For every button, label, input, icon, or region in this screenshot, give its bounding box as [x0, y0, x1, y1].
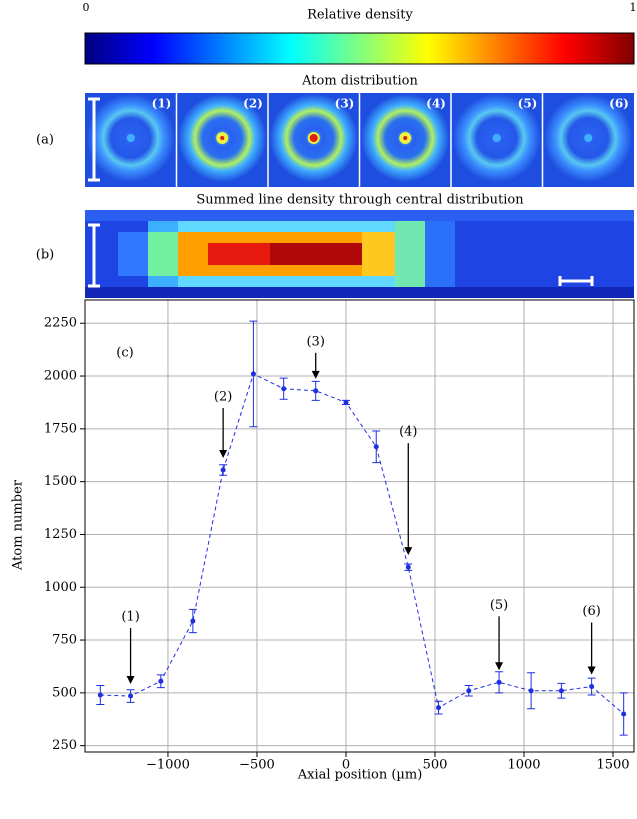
colorbar-max: 1	[630, 1, 637, 14]
annotation: (2)	[214, 390, 232, 405]
panel-c-label: (c)	[116, 346, 133, 361]
point	[528, 688, 534, 694]
y-axis-label: Atom number	[11, 479, 26, 571]
annotation: (1)	[121, 610, 139, 625]
y-tick-label: 2250	[44, 316, 77, 331]
point	[343, 399, 349, 405]
y-tick-label: 750	[52, 633, 77, 648]
line-density-image	[85, 210, 634, 298]
arrow-head	[495, 662, 504, 671]
x-tick-label: 1500	[596, 758, 629, 773]
core	[126, 134, 135, 142]
colorbar	[84, 32, 635, 65]
annotation: (3)	[306, 334, 324, 349]
x-tick-label: −1000	[146, 758, 190, 773]
annotation: (6)	[582, 604, 600, 619]
x-tick-label: 0	[342, 758, 350, 773]
point	[558, 688, 564, 694]
scale-bar	[88, 97, 100, 182]
colorbar-min: 0	[83, 1, 90, 14]
y-tick-label: 1250	[44, 527, 77, 542]
point	[220, 467, 226, 473]
core	[403, 136, 408, 140]
point	[250, 371, 256, 377]
y-tick-label: 2000	[44, 369, 77, 384]
panel-b-title: Summed line density through central dist…	[196, 193, 524, 208]
y-tick-label: 250	[52, 738, 77, 753]
x-tick-label: 500	[423, 758, 448, 773]
point	[190, 618, 196, 624]
point	[373, 444, 379, 450]
plot: −1000 −500 0 500 1000 1500 250 500 750 1000 1250 15…	[44, 299, 635, 773]
annotation: (4)	[399, 425, 417, 440]
point	[436, 705, 442, 711]
panel-b-label: (b)	[36, 248, 54, 263]
data-line	[100, 373, 625, 715]
core	[584, 134, 593, 142]
y-tick-label: 500	[52, 685, 77, 700]
x-axis-label: Axial position (µm)	[297, 768, 423, 783]
point	[496, 679, 502, 685]
core	[220, 136, 225, 140]
point	[405, 564, 411, 570]
point	[589, 684, 595, 690]
panel-a-title: Atom distribution	[301, 74, 418, 89]
point	[158, 678, 164, 684]
point	[313, 388, 319, 394]
arrow-head	[311, 370, 320, 379]
plot-frame	[84, 299, 635, 753]
point	[281, 386, 287, 392]
colorbar-label: Relative density	[307, 8, 413, 23]
panel-a-label: (a)	[36, 133, 54, 148]
x-tick-label: 1000	[507, 758, 540, 773]
y-tick-label: 1500	[44, 474, 77, 489]
arrow-head	[219, 450, 228, 459]
annotation: (5)	[490, 598, 508, 613]
tile-label: (5)	[518, 97, 538, 111]
arrow-head	[126, 676, 135, 685]
y-tick-label: 1000	[44, 580, 77, 595]
tile-label: (4)	[426, 97, 446, 111]
x-tick-label: −500	[239, 758, 275, 773]
y-tick-label: 1750	[44, 421, 77, 436]
atom-images: (1) (2) (3) (4) (5) (6)	[85, 93, 634, 187]
arrow-head	[587, 666, 596, 675]
tile-label: (2)	[243, 97, 263, 111]
point	[621, 711, 627, 717]
tile-label: (1)	[152, 97, 172, 111]
core	[309, 134, 318, 142]
tile-label: (3)	[335, 97, 355, 111]
core	[492, 134, 501, 142]
point	[97, 692, 103, 698]
point	[128, 693, 134, 699]
arrow-head	[404, 547, 413, 556]
tile-label: (6)	[609, 97, 629, 111]
point	[466, 688, 472, 694]
